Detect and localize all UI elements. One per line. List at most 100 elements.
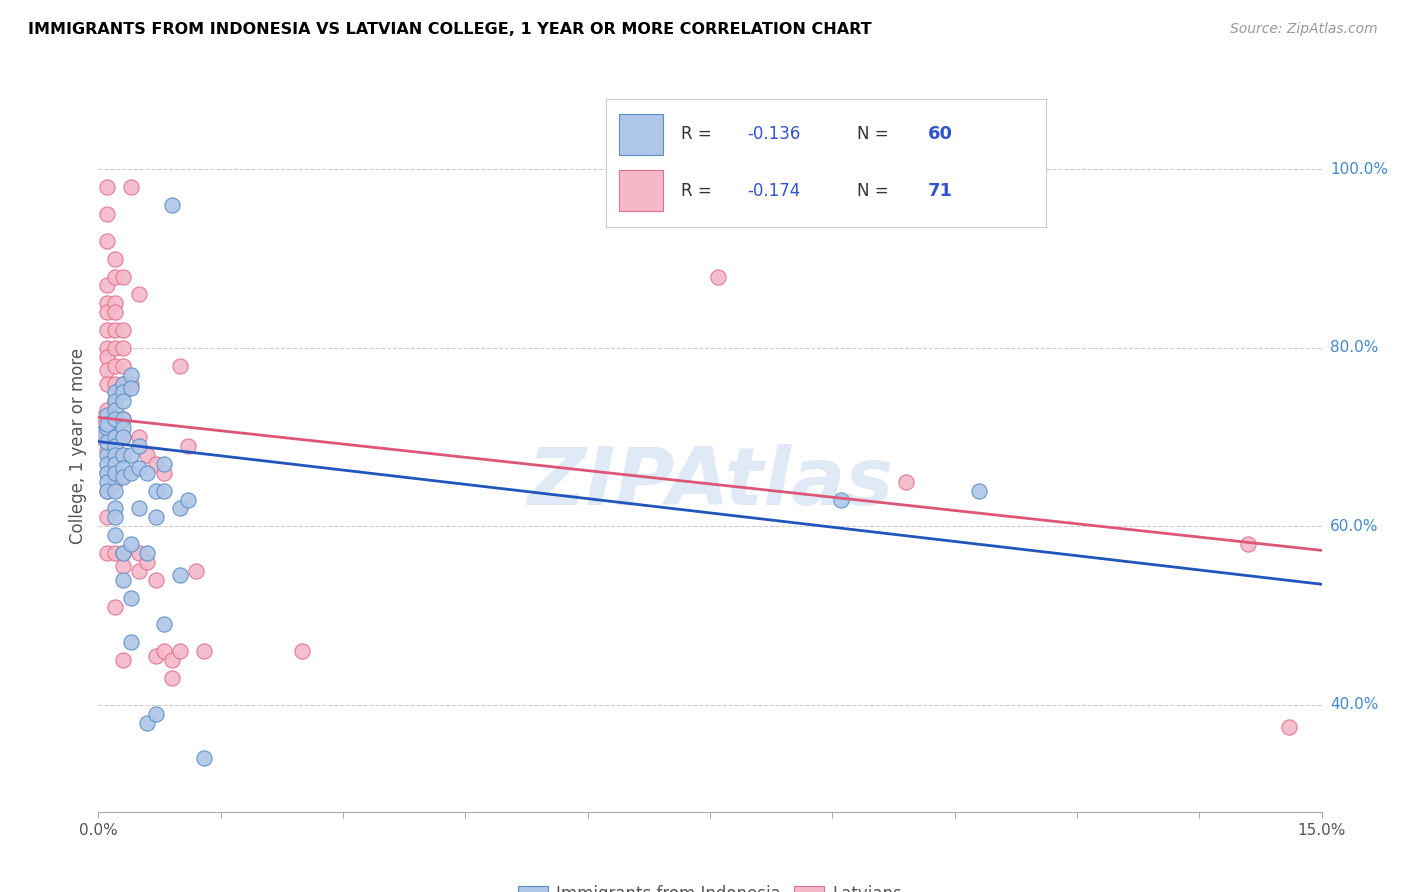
Point [111,412,134,426]
Point [104,341,127,355]
Point [120,591,142,605]
Point [104,457,127,471]
Point [104,430,127,444]
Text: ZIPAtlas: ZIPAtlas [527,443,893,522]
Point [96,483,118,498]
Point [87,430,110,444]
Text: 100.0%: 100.0% [1330,162,1388,177]
Point [136,555,159,569]
Point [96,421,118,435]
Point [96,443,118,458]
Point [145,648,167,663]
Point [145,483,167,498]
Point [104,501,127,516]
Point [128,439,150,453]
Point [1237,537,1260,551]
Point [120,381,142,395]
Point [104,252,127,266]
Point [136,546,159,560]
Point [96,350,118,364]
Point [104,376,127,391]
Point [193,644,215,658]
Point [111,573,134,587]
Point [111,470,134,484]
Point [707,269,730,284]
Point [111,430,134,444]
Point [111,341,134,355]
Point [96,408,118,422]
Point [111,546,134,560]
Point [120,368,142,382]
Text: 40.0%: 40.0% [1330,698,1378,712]
Point [104,510,127,524]
Point [96,234,118,248]
Point [104,546,127,560]
Point [96,363,118,377]
Point [104,385,127,400]
Point [128,430,150,444]
Point [169,644,191,658]
Point [111,412,134,426]
Point [160,671,183,685]
Text: IMMIGRANTS FROM INDONESIA VS LATVIAN COLLEGE, 1 YEAR OR MORE CORRELATION CHART: IMMIGRANTS FROM INDONESIA VS LATVIAN COL… [28,22,872,37]
Point [120,448,142,462]
Point [177,492,200,507]
Point [104,403,127,417]
Point [136,715,159,730]
Point [104,359,127,373]
Point [169,568,191,582]
Point [145,457,167,471]
Point [111,385,134,400]
Point [96,434,118,449]
Point [104,448,127,462]
Point [169,501,191,516]
Point [111,269,134,284]
Point [111,394,134,409]
Point [96,466,118,480]
Point [169,359,191,373]
Point [967,483,990,498]
Point [894,475,917,489]
Point [136,448,159,462]
Point [87,421,110,435]
Point [96,430,118,444]
Point [160,653,183,667]
Point [152,617,174,632]
Point [152,466,174,480]
Point [1278,720,1301,734]
Point [104,475,127,489]
Point [96,483,118,498]
Point [128,546,150,560]
Point [128,287,150,301]
Point [104,305,127,319]
Point [120,466,142,480]
Point [96,403,118,417]
Point [104,448,127,462]
Legend: Immigrants from Indonesia, Latvians: Immigrants from Indonesia, Latvians [512,879,908,892]
Point [104,421,127,435]
Point [291,644,314,658]
Point [96,207,118,221]
Point [104,323,127,337]
Point [111,359,134,373]
Point [111,653,134,667]
Point [111,421,134,435]
Text: 60.0%: 60.0% [1330,519,1378,533]
Point [152,483,174,498]
Point [104,394,127,409]
Point [111,323,134,337]
Point [128,501,150,516]
Point [96,305,118,319]
Point [96,278,118,293]
Point [104,412,127,426]
Point [830,492,852,507]
Text: Source: ZipAtlas.com: Source: ZipAtlas.com [1230,22,1378,37]
Point [96,457,118,471]
Point [111,448,134,462]
Point [152,644,174,658]
Point [136,466,159,480]
Point [87,427,110,442]
Text: 80.0%: 80.0% [1330,341,1378,355]
Point [177,439,200,453]
Point [145,510,167,524]
